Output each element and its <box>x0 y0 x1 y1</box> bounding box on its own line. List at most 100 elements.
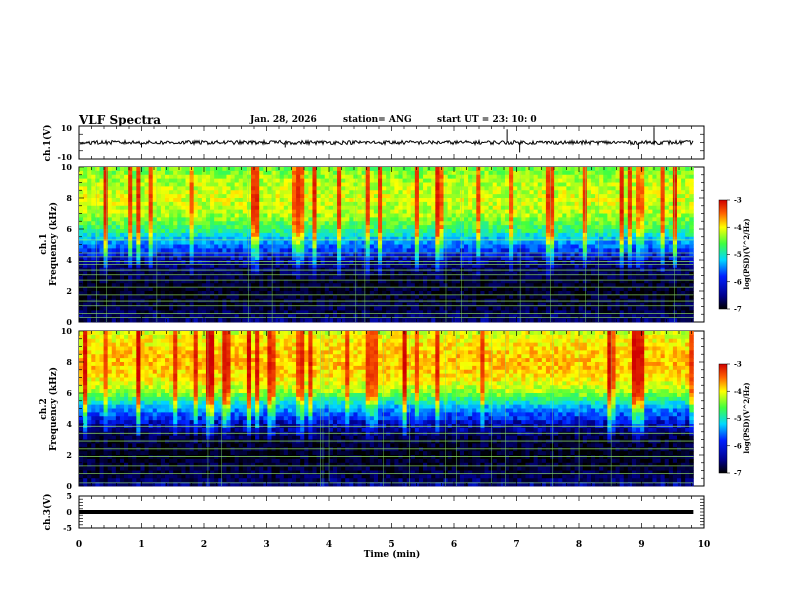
spectrogram-cell <box>205 294 211 300</box>
spectrogram-cell <box>218 236 223 242</box>
spectrogram-cell <box>218 256 223 261</box>
spectrogram-cell <box>578 248 584 253</box>
spectrogram-cell <box>312 306 317 311</box>
spectrogram-cell <box>533 174 539 180</box>
spectrogram-cell <box>83 190 88 195</box>
spectrogram-cell <box>267 217 272 222</box>
spectrogram-cell <box>251 314 256 319</box>
spectrogram-cell <box>128 201 133 207</box>
spectrogram-cell <box>119 240 125 245</box>
spectrogram-cell <box>509 279 514 284</box>
spectrogram-cell <box>87 167 92 172</box>
spectrogram-cell <box>140 283 145 288</box>
spectrogram-cell <box>386 310 391 315</box>
spectrogram-cell <box>394 225 399 230</box>
spectrogram-cell <box>287 318 293 323</box>
spectrogram-cell <box>148 263 154 269</box>
spectrogram-cell <box>337 205 342 211</box>
spectrogram-cell <box>291 283 297 288</box>
spectrogram-cell <box>111 182 117 187</box>
spectrogram-cell <box>341 260 346 265</box>
spectrogram-cell <box>136 178 141 183</box>
spectrogram-cell <box>378 167 383 172</box>
spectrogram-cell <box>455 190 461 195</box>
spectrogram-cell <box>566 209 571 214</box>
spectrogram-cell <box>521 190 526 195</box>
spectrogram-cell <box>562 302 567 307</box>
spectrogram-cell <box>87 256 92 261</box>
spectrogram-cell <box>496 291 502 296</box>
spectrogram-cell <box>251 229 256 234</box>
spectrogram-cell <box>144 287 150 292</box>
spectrogram-cell <box>234 283 240 288</box>
spectrogram-cell <box>427 244 432 249</box>
spectrogram-cell <box>402 198 408 203</box>
spectrogram-cell <box>140 221 145 226</box>
spectrogram-cell <box>464 213 469 218</box>
spectrogram-cell <box>378 194 383 199</box>
spectrogram-cell <box>582 252 588 257</box>
spectrogram-cell <box>218 170 223 176</box>
spectrogram-cell <box>439 182 444 187</box>
spectrogram-cell <box>124 275 129 280</box>
spectrogram-cell <box>402 256 408 261</box>
spectrogram-cell <box>156 248 162 253</box>
spectrogram-cell <box>119 174 125 180</box>
spectrogram-cell <box>517 252 522 257</box>
spectrogram-cell <box>275 198 281 203</box>
spectrogram-cell <box>279 186 285 191</box>
spectrogram-cell <box>541 275 547 280</box>
spectrogram-cell <box>541 244 547 249</box>
spectrogram-cell <box>390 205 395 211</box>
spectrogram-cell <box>300 213 305 218</box>
spectrogram-cell <box>533 263 539 269</box>
spectrogram-cell <box>205 209 211 214</box>
spectrogram-cell <box>165 225 170 230</box>
spectrogram-cell <box>558 186 563 191</box>
spectrogram-cell <box>476 190 481 195</box>
spectrogram-cell <box>136 186 141 191</box>
spectrogram-cell <box>328 310 334 315</box>
spectrogram-cell <box>173 318 178 323</box>
spectrogram-cell <box>390 217 395 222</box>
spectrogram-cell <box>455 263 461 269</box>
spectrogram-cell <box>414 287 420 292</box>
spectrogram-cell <box>586 225 592 230</box>
spectrogram-cell <box>431 314 436 319</box>
spectrogram-cell <box>500 294 506 300</box>
spectrogram-cell <box>550 279 555 284</box>
spectrogram-cell <box>472 186 477 191</box>
spectrogram-cell <box>152 294 158 300</box>
spectrogram-cell <box>435 244 440 249</box>
spectrogram-cell <box>369 263 375 269</box>
spectrogram-cell <box>169 217 174 222</box>
spectrogram-cell <box>271 260 276 265</box>
spectrogram-cell <box>517 279 522 284</box>
spectrogram-cell <box>369 170 375 176</box>
spectrogram-cell <box>103 310 109 315</box>
spectrogram-cell <box>173 260 178 265</box>
spectrogram-cell <box>521 283 526 288</box>
spectrogram-cell <box>439 240 444 245</box>
spectrogram-cell <box>578 275 584 280</box>
spectrogram-cell <box>574 205 580 211</box>
spectrogram-cell <box>550 170 555 176</box>
spectrogram-cell <box>140 263 145 269</box>
spectrogram-cell <box>242 205 248 211</box>
spectrogram-cell <box>402 302 408 307</box>
spectrogram-cell <box>480 217 485 222</box>
spectrogram-cell <box>246 182 252 187</box>
spectrogram-cell <box>119 182 125 187</box>
spectrogram-cell <box>83 256 88 261</box>
spectrogram-cell <box>242 283 248 288</box>
spectrogram-cell <box>324 209 330 214</box>
spectrogram-cell <box>324 318 330 323</box>
spectrogram-cell <box>455 167 461 172</box>
spectrogram-cell <box>480 256 485 261</box>
spectrogram-cell <box>476 182 481 187</box>
spectrogram-cell <box>529 279 535 284</box>
spectrogram-cell <box>226 263 231 269</box>
spectrogram-cell <box>226 209 231 214</box>
spectrogram-cell <box>541 225 547 230</box>
spectrogram-cell <box>214 209 219 214</box>
